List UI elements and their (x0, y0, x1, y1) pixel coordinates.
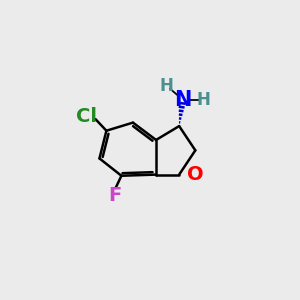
Text: O: O (187, 165, 204, 184)
Text: F: F (108, 186, 121, 205)
Text: H: H (160, 77, 173, 95)
Text: N: N (174, 89, 191, 110)
Text: H: H (196, 91, 210, 109)
Text: Cl: Cl (76, 107, 97, 126)
